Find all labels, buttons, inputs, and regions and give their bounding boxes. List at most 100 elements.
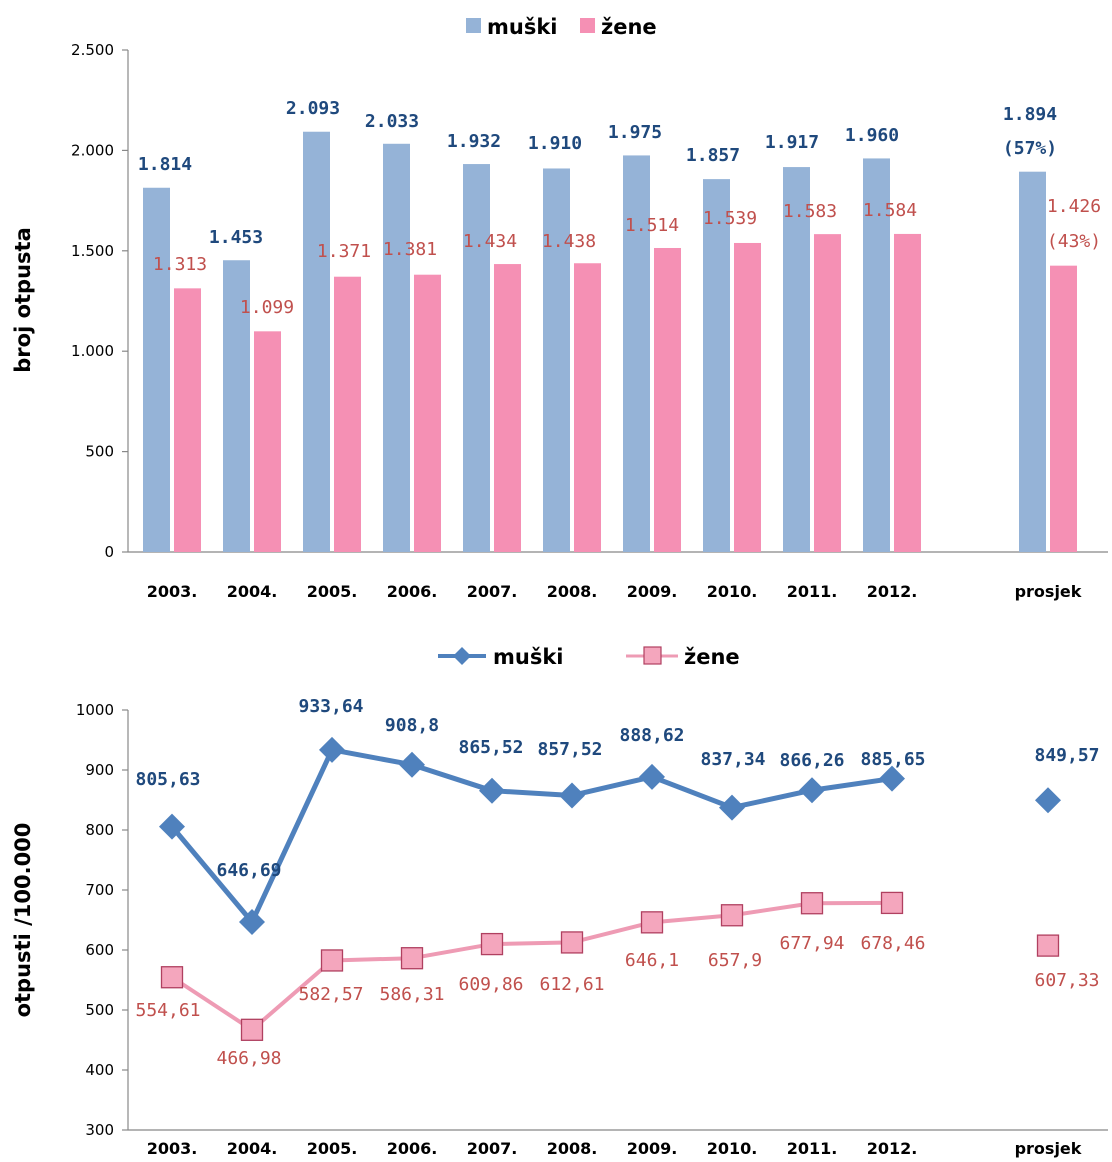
bar-men <box>143 187 170 553</box>
data-label-men: 1.975 <box>608 122 662 143</box>
y-tick-label: 700 <box>85 881 114 899</box>
x-tick-label: 2012. <box>867 582 918 601</box>
data-label-women: 1.514 <box>625 215 679 236</box>
data-label-women: 657,9 <box>708 950 762 971</box>
marker-men <box>479 777 505 804</box>
marker-men <box>319 736 345 763</box>
x-tick-label: 2008. <box>547 582 598 601</box>
line-chart: 300 400 500 600 700 800 900 1000 otpusti /100.00… <box>11 645 1108 1158</box>
data-label-men: 885,65 <box>860 749 925 770</box>
data-label-men: 1.894 <box>1003 104 1057 125</box>
bar-women <box>814 234 841 552</box>
legend-swatch-women <box>580 18 595 33</box>
data-label-men: 1.910 <box>528 133 582 154</box>
y-axis-label: broj otpusta <box>11 227 35 372</box>
data-label-women: 607,33 <box>1034 970 1099 991</box>
marker-men <box>399 751 425 778</box>
data-label-women: 609,86 <box>458 974 523 995</box>
marker-men <box>719 794 745 821</box>
data-label-women: 1.438 <box>542 231 596 252</box>
y-tick-label: 1.000 <box>71 342 114 360</box>
data-label-men: 857,52 <box>537 739 602 760</box>
data-label-men: 933,64 <box>298 696 363 717</box>
y-tick-label: 1000 <box>76 701 114 719</box>
bar-women <box>1050 265 1077 552</box>
data-label-men: 2.033 <box>365 111 419 132</box>
bar-men <box>383 143 410 552</box>
marker-men <box>559 782 585 809</box>
data-label-women: 1.584 <box>863 200 917 221</box>
data-label-women: 554,61 <box>135 1000 200 1021</box>
legend-label-men: muški <box>487 15 558 39</box>
data-label-women: 466,98 <box>216 1048 281 1069</box>
data-label-men: 1.453 <box>209 227 263 248</box>
x-tick-label: prosjek <box>1015 1139 1082 1158</box>
y-tick-label: 500 <box>85 443 114 461</box>
data-label-men: 1.917 <box>765 132 819 153</box>
data-label-men: 908,8 <box>385 715 439 736</box>
x-tick-label: 2006. <box>387 582 438 601</box>
y-tick-label: 300 <box>85 1121 114 1139</box>
x-tick-label: 2010. <box>707 1139 758 1158</box>
bar-men <box>623 155 650 553</box>
y-tick-label: 2.000 <box>71 141 114 159</box>
marker-women <box>880 891 904 915</box>
marker-women <box>560 931 584 954</box>
data-label-men-percent: (57%) <box>1003 138 1057 159</box>
bar-men <box>223 260 250 552</box>
data-label-men: 866,26 <box>779 750 844 771</box>
bar-men <box>463 164 490 553</box>
marker-women <box>240 1018 264 1041</box>
legend-label-women: žene <box>601 15 657 39</box>
data-label-men: 837,34 <box>700 749 765 770</box>
legend-marker-men <box>453 647 471 665</box>
bar-men <box>543 168 570 553</box>
marker-men <box>1035 787 1061 814</box>
data-label-women: 1.099 <box>240 297 294 318</box>
x-tick-label: 2008. <box>547 1139 598 1158</box>
marker-men <box>159 813 185 840</box>
y-tick-label: 2.500 <box>71 41 114 59</box>
line-women <box>170 900 893 1032</box>
x-tick-label: 2004. <box>227 1139 278 1158</box>
x-tick-label: 2011. <box>787 1139 838 1158</box>
data-label-men: 2.093 <box>286 98 340 119</box>
y-tick-label: 500 <box>85 1001 114 1019</box>
y-axis-label: otpusti /100.000 <box>11 823 35 1018</box>
marker-women <box>400 947 424 970</box>
data-label-women: 1.434 <box>463 231 517 252</box>
data-label-women-percent: (43%) <box>1047 231 1101 252</box>
marker-women <box>720 904 744 927</box>
y-tick-label: 1.500 <box>71 242 114 260</box>
data-label-women: 582,57 <box>298 984 363 1005</box>
marker-women <box>800 892 824 915</box>
x-tick-label: 2003. <box>147 582 198 601</box>
marker-women <box>480 932 504 956</box>
marker-women <box>320 949 344 972</box>
y-tick-label: 900 <box>85 761 114 779</box>
bar-men <box>703 179 730 553</box>
x-tick-label: 2005. <box>307 1139 358 1158</box>
x-tick-label: 2012. <box>867 1139 918 1158</box>
data-label-men: 849,57 <box>1034 745 1099 766</box>
x-tick-label: 2010. <box>707 582 758 601</box>
y-tick-label: 0 <box>104 543 114 561</box>
bar-women <box>734 242 761 552</box>
bar-men <box>303 131 330 553</box>
data-label-women: 1.583 <box>783 201 837 222</box>
bar-women <box>494 264 521 552</box>
data-label-women: 1.371 <box>317 241 371 262</box>
data-label-women: 677,94 <box>779 933 844 954</box>
line-men <box>170 747 893 925</box>
bar-men <box>783 167 810 552</box>
data-label-men: 888,62 <box>619 725 684 746</box>
data-label-men: 646,69 <box>216 860 281 881</box>
marker-men <box>239 908 265 935</box>
legend-label-women: žene <box>684 645 740 669</box>
bar-men <box>1019 171 1046 552</box>
bar-women <box>574 263 601 552</box>
bar-women <box>254 331 281 552</box>
bar-women <box>174 288 201 552</box>
marker-men <box>879 765 905 792</box>
marker-men <box>639 763 665 790</box>
